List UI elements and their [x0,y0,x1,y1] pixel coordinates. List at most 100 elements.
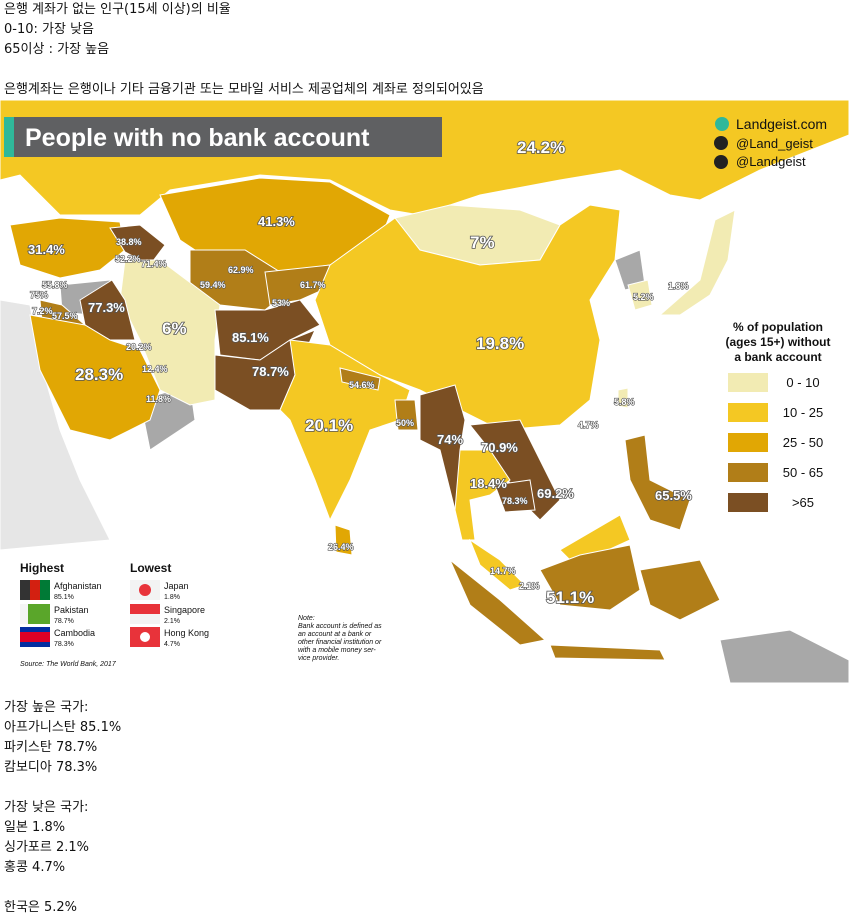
note-text: Note: Bank account is defined as an acco… [298,615,382,662]
label-kuwait: 20.2% [126,342,152,352]
label-pakistan: 78.7% [252,364,289,379]
label-kazakhstan: 41.3% [258,214,295,229]
africa-land [0,299,111,551]
label-singapore: 2.1% [519,581,540,591]
svg-text:other financial institution or: other financial institution or [298,639,382,646]
label-turkmenistan: 59.4% [200,280,226,290]
svg-text:4.7%: 4.7% [164,641,180,648]
svg-text:Note:: Note: [298,615,315,622]
svg-text:1.8%: 1.8% [164,594,180,601]
taiwan [617,387,629,409]
label-saudi-arabia: 28.3% [75,365,123,384]
bangladesh [394,399,419,431]
svg-text:Afghanistan: Afghanistan [54,581,102,591]
legend-swatch [728,373,768,392]
label-azerbaijan: 71.4% [141,259,167,269]
indonesia [449,544,721,661]
label-indonesia: 51.1% [546,588,594,607]
label-kyrgyzstan: 61.7% [300,280,326,290]
source-text: Source: The World Bank, 2017 [20,661,117,668]
label-bangladesh: 50% [396,418,414,428]
legend-label: 50 - 65 [783,465,823,480]
svg-text:Cambodia: Cambodia [54,628,95,638]
label-india: 20.1% [305,416,353,435]
svg-text:Singapore: Singapore [164,605,205,615]
label-uzbekistan: 62.9% [228,265,254,275]
svg-text:with a mobile money ser-: with a mobile money ser- [298,647,376,654]
label-russia: 24.2% [517,138,565,157]
label-myanmar: 74% [437,432,463,447]
highest-item: 캄보디아 78.3% [4,760,98,775]
lowest-box: Lowest Japan 1.8% Singapore 2.1% Hong Ko… [130,561,209,648]
svg-text:Bank account is defined as: Bank account is defined as [298,623,382,630]
cambodia [494,479,536,513]
label-laos: 70.9% [481,440,518,455]
saudi-arabia [29,314,161,441]
highest-item: 아프가니스탄 85.1% [4,720,122,735]
korea-note: 한국은 5.2% [4,900,78,915]
svg-text:78.7%: 78.7% [54,618,74,625]
legend-label: 25 - 50 [783,435,823,450]
svg-text:an account at a bank or: an account at a bank or [298,631,372,638]
map-image: People with no bank account Landgeist.co… [0,100,849,683]
legend-swatch [728,463,768,482]
iran [119,259,221,406]
svg-text:Highest: Highest [20,561,64,575]
label-nepal: 54.6% [349,380,375,390]
thailand [454,449,511,541]
label-bahrain: 12.4% [142,364,168,374]
brand-site: Landgeist.com [736,116,827,132]
lowest-title: 가장 낮은 국가: [4,800,89,815]
intro-line: 은행 계좌가 없는 인구(15세 이상)의 비율 [4,2,231,17]
label-israel: 7.2% [32,306,53,316]
highest-title: 가장 높은 국가: [4,700,89,715]
label-philippines: 65.5% [655,488,692,503]
svg-text:(ages 15+) without: (ages 15+) without [725,335,830,349]
label-lebanon: 55.8% [42,280,68,290]
value-labels: 24.2% 41.3% 7% 31.4% 38.8% 52.2% 71.4% 6… [27,137,693,608]
lowest-item: 홍콩 4.7% [4,860,66,875]
brand-twitter: @Landgeist [736,154,806,169]
legend-swatch [728,433,768,452]
brand-block: Landgeist.com @Land_geist @Landgeist [714,116,827,169]
label-iraq: 77.3% [88,300,125,315]
svg-text:2.1%: 2.1% [164,618,180,625]
svg-text:Hong Kong: Hong Kong [164,628,209,638]
lowest-item: 일본 1.8% [4,820,66,835]
label-hong-kong: 4.7% [578,420,599,430]
label-uae: 11.8% [146,394,171,404]
label-jordan: 57.5% [52,311,78,321]
label-mongolia: 7% [470,233,495,252]
twitter-icon [714,155,728,169]
label-iran: 6% [162,319,187,338]
label-south-korea: 5.2% [633,292,654,302]
svg-text:a bank account: a bank account [734,350,821,364]
label-georgia: 38.8% [116,237,142,247]
label-afghanistan: 85.1% [232,330,269,345]
png [719,629,849,683]
turkey [9,217,126,279]
instagram-icon [714,136,728,150]
summary-text: 가장 높은 국가: 아프가니스탄 85.1% 파키스탄 78.7% 캄보디아 7… [0,698,121,918]
svg-text:% of population: % of population [733,320,823,334]
legend-label: >65 [792,495,814,510]
label-taiwan: 5.8% [614,397,635,407]
china [314,204,621,431]
south-korea [627,279,653,311]
title-banner [14,117,442,157]
intro-text: 은행 계좌가 없는 인구(15세 이상)의 비율 0-10: 가장 낮음 65이… [0,0,484,100]
svg-text:vice provider.: vice provider. [298,655,339,662]
svg-text:Japan: Japan [164,581,189,591]
label-cambodia: 78.3% [502,496,528,506]
legend-label: 10 - 25 [783,405,823,420]
label-china: 19.8% [476,334,524,353]
highest-box: Highest Afghanistan 85.1% Pakistan 78.7%… [20,561,102,648]
malaysia [468,538,526,591]
map-title: People with no bank account [25,124,370,152]
svg-text:85.1%: 85.1% [54,594,74,601]
intro-line: 65이상 : 가장 높음 [4,42,110,57]
svg-text:Pakistan: Pakistan [54,605,89,615]
highest-item: 파키스탄 78.7% [4,740,98,755]
label-tajikistan: 53% [272,298,290,308]
legend-label: 0 - 10 [786,375,819,390]
